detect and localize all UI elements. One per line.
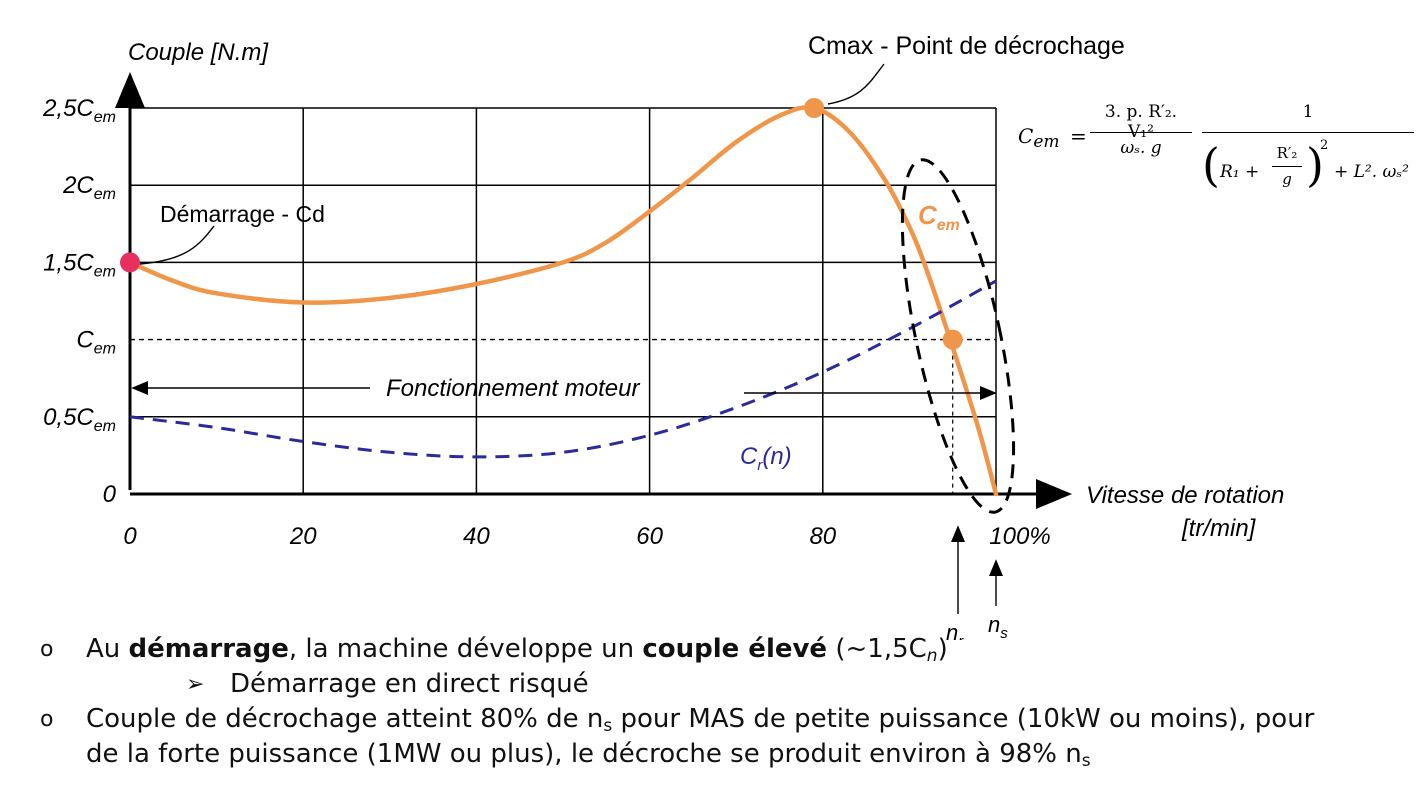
cem-curve-label: Cem (918, 200, 960, 234)
bullet-circle-icon: o (40, 637, 54, 662)
arrow-bullet-icon: ➢ (186, 672, 205, 697)
bullet-circle-icon: o (40, 707, 54, 732)
y-axis-label: Couple [N.m] (128, 39, 269, 66)
nr-label: nr (946, 620, 964, 640)
x-tick-label: 80 (809, 523, 836, 550)
x-tick-label: 20 (289, 523, 317, 550)
chart-points (120, 98, 963, 350)
torque-speed-chart: Couple [N.m] 00,5CemCem1,5Cem2Cem2,5Cem … (42, 32, 1284, 640)
formula-numerator-1: 3. p. R′₂. V₁² (1104, 102, 1178, 142)
formula-denominator-1: ωₛ. g (1120, 138, 1162, 158)
demarrage-label: Démarrage - Cd (160, 201, 325, 227)
y-tick-labels: 0 0,5Cem Cem 1,5Cem 2Cem 2,5Cem (42, 95, 117, 508)
note-item-1: o Au démarrage, la machine développe un … (40, 634, 948, 666)
cr-curve-label: Cr(n) (740, 443, 792, 474)
cmax-leader (827, 63, 885, 105)
cem-curve (127, 105, 999, 497)
formula-bar-1 (1090, 132, 1192, 133)
y-tick-label: 2,5Cem (42, 95, 116, 126)
y-tick-label: 2Cem (62, 172, 116, 203)
chart-point (120, 252, 140, 273)
notes-list: o Au démarrage, la machine développe un … (40, 632, 1410, 772)
x-axis-label-line2: [tr/min] (1181, 515, 1257, 542)
stable-region-ellipse (900, 158, 1016, 514)
formula-lhs: Cem (1018, 124, 1060, 152)
formula-bar-2 (1202, 132, 1414, 133)
formula-denominator-2: ( R₁ + R′₂ g ) 2 + L². ωₛ² (1202, 138, 1409, 192)
note-subitem-1: ➢ Démarrage en direct risqué (40, 667, 1410, 702)
y-tick-label: 0 (103, 481, 117, 508)
ns-label: ns (988, 612, 1008, 640)
demarrage-leader (139, 225, 215, 265)
fonctionnement-label: Fonctionnement moteur (386, 375, 640, 402)
cmax-label: Cmax - Point de décrochage (808, 32, 1125, 60)
y-tick-label: 1,5Cem (43, 249, 116, 280)
x-tick-labels: 0 20 40 60 80 100% (123, 523, 1050, 550)
y-tick-label: 0,5Cem (43, 404, 116, 435)
y-tick-label: Cem (76, 327, 116, 358)
x-tick-label: 40 (463, 523, 490, 550)
note-item-2-continuation: de la forte puissance (1MW ou plus), le … (86, 739, 1091, 771)
formula-numerator-2: 1 (1302, 102, 1314, 122)
note-item-2: o Couple de décrochage atteint 80% de ns… (40, 704, 1315, 736)
formula-equals: = (1070, 124, 1087, 148)
cr-curve (129, 279, 997, 459)
x-tick-label: 0 (123, 523, 137, 550)
x-tick-label: 60 (636, 523, 663, 550)
cem-formula: Cem = 3. p. R′₂. V₁² ωₛ. g 1 ( R₁ + R′₂ … (1016, 100, 1416, 220)
chart-point (942, 329, 963, 350)
x-tick-label: 100% (989, 523, 1050, 550)
x-axis-label-line1: Vitesse de rotation (1086, 482, 1284, 509)
chart-point (804, 98, 825, 118)
